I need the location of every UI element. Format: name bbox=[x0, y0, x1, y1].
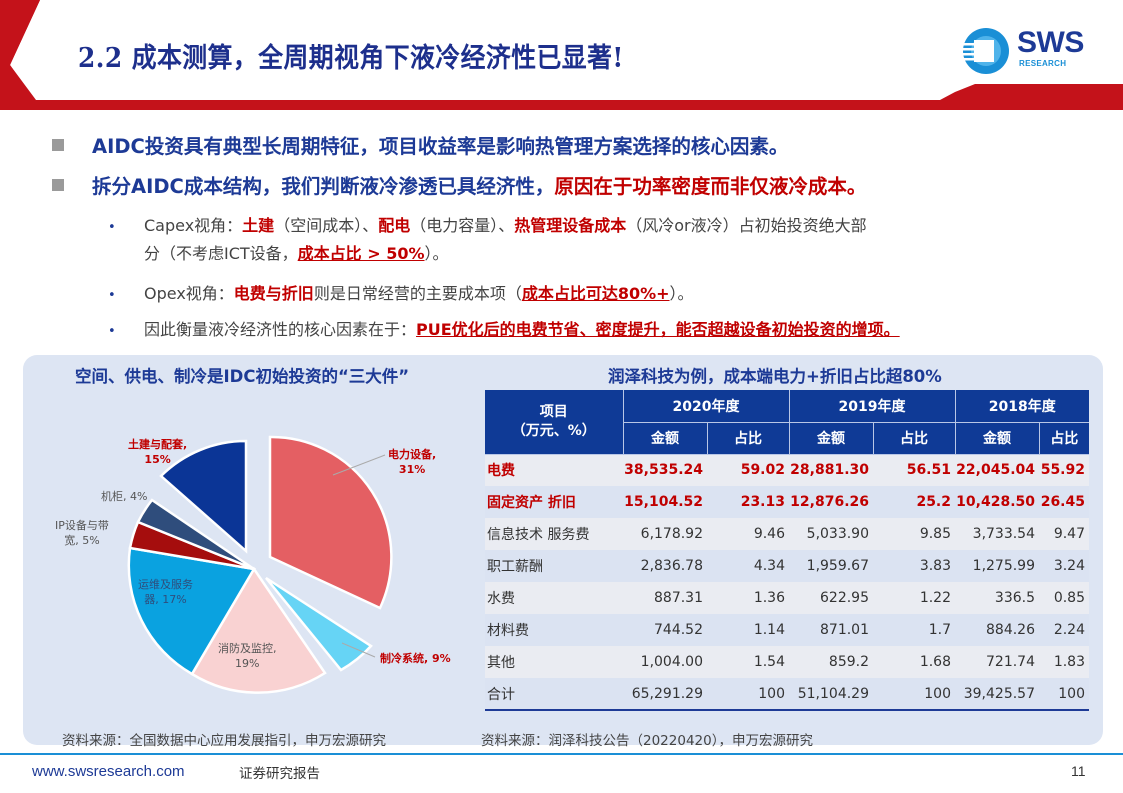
table-row: 电费 38,535.24 59.02 28,881.30 56.51 22,045.04 5… bbox=[485, 454, 1089, 486]
sws-logo-icon bbox=[962, 28, 1009, 74]
opex-highlight: 成本占比可达80%+ bbox=[521, 284, 670, 303]
pie-slice-power bbox=[268, 435, 393, 610]
cost-table: 项目 （万元、%） 2020年度 2019年度 2018年度 金额 占比 金额 占… bbox=[485, 390, 1089, 711]
table-row: 其他 1,004.00 1.54 859.2 1.68 721.74 1.83 bbox=[485, 646, 1089, 678]
dot-bullet-icon: • bbox=[108, 220, 116, 235]
sub-bullet-opex: • Opex视角：电费与折旧则是日常经营的主要成本项（成本占比可达80%+）。 bbox=[108, 280, 694, 310]
pie-label-ip: IP设备与带 宽, 5% bbox=[55, 519, 109, 547]
capex-text: （风冷or液冷）占初始投资绝大部 bbox=[626, 216, 867, 235]
opex-keyword: 电费与折旧 bbox=[233, 284, 314, 303]
pie-label-civil: 土建与配套, 15% bbox=[128, 438, 188, 466]
header-amount: 金额 bbox=[788, 422, 873, 455]
capex-highlight: 成本占比 > 50% bbox=[297, 244, 425, 263]
sub-bullet-capex-cont: 分（不考虑ICT设备，成本占比 > 50%）。 bbox=[144, 240, 449, 268]
table-row: 固定资产 折旧 15,104.52 23.13 12,876.26 25.2 10,428… bbox=[485, 486, 1089, 518]
pie-label-cooling: 制冷系统, 9% bbox=[380, 652, 451, 665]
header-amount: 金额 bbox=[954, 422, 1039, 455]
table-row: 水费 887.31 1.36 622.95 1.22 336.5 0.85 bbox=[485, 582, 1089, 614]
capex-keyword-civil: 土建 bbox=[242, 216, 275, 235]
conclusion-prefix: 因此衡量液冷经济性的核心因素在于： bbox=[144, 320, 417, 339]
pie-source-note: 资料来源：全国数据中心应用发展指引，申万宏源研究 bbox=[62, 733, 386, 749]
pie-slice-cabinet bbox=[136, 498, 255, 571]
pie-chart bbox=[127, 435, 393, 694]
footer-website-link[interactable]: www.swsresearch.com bbox=[32, 763, 185, 780]
opex-text: 则是日常经营的主要成本项（ bbox=[313, 284, 522, 303]
header-share: 占比 bbox=[706, 422, 789, 455]
table-source-note: 资料来源：润泽科技公告（20220420），申万宏源研究 bbox=[481, 733, 813, 749]
table-title: 润泽科技为例，成本端电力+折旧占比超80% bbox=[608, 367, 942, 386]
header-share: 占比 bbox=[1038, 422, 1089, 455]
pie-label-fire: 消防及监控, 19% bbox=[218, 642, 277, 670]
pie-label-ops: 运维及服务 器, 17% bbox=[138, 578, 193, 606]
sws-logo: SWS RESEARCH bbox=[960, 26, 1100, 76]
capex-keyword-power: 配电 bbox=[378, 216, 411, 235]
capex-prefix: Capex视角： bbox=[144, 216, 243, 235]
bullet-1: AIDC投资具有典型长周期特征，项目收益率是影响热管理方案选择的核心因素。 bbox=[52, 130, 788, 159]
header-share: 占比 bbox=[872, 422, 955, 455]
footer-report-tag: 证券研究报告 bbox=[239, 766, 320, 782]
header-year-2020: 2020年度 bbox=[622, 390, 789, 423]
sub-bullet-conclusion: • 因此衡量液冷经济性的核心因素在于：PUE优化后的电费节省、密度提升，能否超越设… bbox=[108, 316, 900, 346]
capex-keyword-thermal: 热管理设备成本 bbox=[514, 216, 627, 235]
slide-header: 2.2 成本测算，全周期视角下液冷经济性已显著! SWS RESEARCH bbox=[0, 0, 1123, 110]
header-year-2018: 2018年度 bbox=[954, 390, 1089, 423]
header-year-2019: 2019年度 bbox=[788, 390, 955, 423]
sub-bullet-capex: • Capex视角：土建（空间成本）、配电（电力容量）、热管理设备成本（风冷or液… bbox=[108, 212, 867, 242]
header-frame-decoration bbox=[0, 0, 1123, 110]
capex-text: 分（不考虑ICT设备， bbox=[144, 244, 298, 263]
pie-chart-title: 空间、供电、制冷是IDC初始投资的“三大件” bbox=[75, 367, 410, 386]
square-bullet-icon bbox=[52, 179, 64, 191]
table-row-total: 合计 65,291.29 100 51,104.29 100 39,425.57 100 bbox=[485, 678, 1089, 711]
page-number: 11 bbox=[1071, 763, 1086, 779]
bullet-2-text-blue: 拆分AIDC成本结构，我们判断液冷渗透已具经济性， bbox=[92, 175, 555, 198]
footer-divider bbox=[0, 753, 1123, 755]
header-amount: 金额 bbox=[622, 422, 707, 455]
capex-text: ）。 bbox=[424, 244, 449, 263]
pie-slice-civil bbox=[159, 439, 248, 554]
capex-text: （空间成本）、 bbox=[274, 216, 379, 235]
page-title: 2.2 成本测算，全周期视角下液冷经济性已显著! bbox=[78, 43, 624, 74]
conclusion-highlight: PUE优化后的电费节省、密度提升，能否超越设备初始投资的增项。 bbox=[416, 320, 900, 339]
logo-subtext: RESEARCH bbox=[1019, 59, 1067, 68]
bullet-2: 拆分AIDC成本结构，我们判断液冷渗透已具经济性，原因在于功率密度而非仅液冷成本… bbox=[52, 170, 866, 199]
opex-text: ）。 bbox=[669, 284, 694, 303]
logo-text: SWS bbox=[1017, 26, 1084, 59]
table-row: 信息技术 服务费 6,178.92 9.46 5,033.90 9.85 3,733.54… bbox=[485, 518, 1089, 550]
pie-label-power: 电力设备, 31% bbox=[388, 448, 437, 476]
opex-prefix: Opex视角： bbox=[144, 284, 234, 303]
pie-slice-cooling bbox=[265, 576, 373, 672]
dot-bullet-icon: • bbox=[108, 324, 116, 339]
square-bullet-icon bbox=[52, 139, 64, 151]
table-row: 职工薪酬 2,836.78 4.34 1,959.67 3.83 1,275.99 3.24 bbox=[485, 550, 1089, 582]
bullet-1-text: AIDC投资具有典型长周期特征，项目收益率是影响热管理方案选择的核心因素。 bbox=[92, 135, 789, 158]
capex-text: （电力容量）、 bbox=[410, 216, 515, 235]
pie-slice-fire bbox=[190, 566, 327, 694]
table-row: 材料费 744.52 1.14 871.01 1.7 884.26 2.24 bbox=[485, 614, 1089, 646]
bullet-2-text-red: 原因在于功率密度而非仅液冷成本。 bbox=[554, 175, 867, 198]
pie-slice-ops bbox=[127, 546, 257, 676]
header-item: 项目 （万元、%） bbox=[485, 390, 623, 455]
dot-bullet-icon: • bbox=[108, 288, 116, 303]
pie-label-cabinet: 机柜, 4% bbox=[101, 490, 148, 503]
